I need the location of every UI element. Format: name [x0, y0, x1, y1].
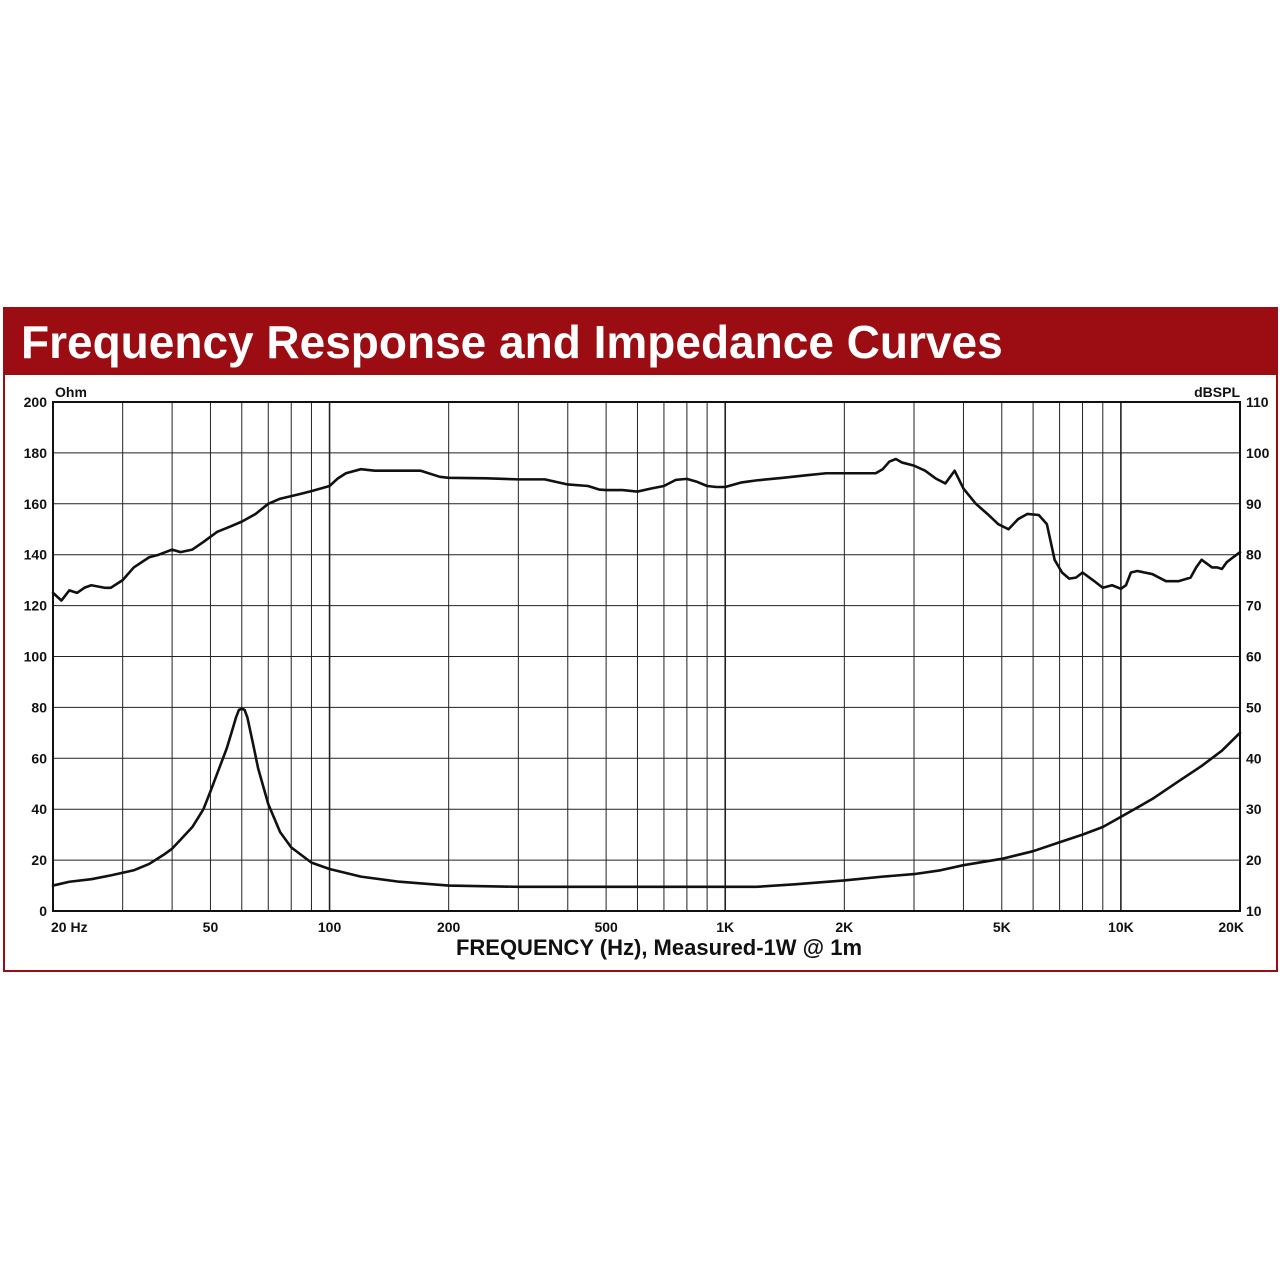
left-tick-label: 100 [24, 649, 48, 665]
x-tick-label: 10K [1108, 919, 1134, 935]
impedance-curve [51, 707, 1242, 889]
x-tick-label: 20 Hz [51, 919, 88, 935]
right-axis-unit: dBSPL [1194, 384, 1240, 400]
left-tick-label: 80 [31, 699, 47, 715]
frequency-response-curve [51, 457, 1242, 602]
title-bar: Frequency Response and Impedance Curves [5, 309, 1276, 375]
right-tick-label: 30 [1246, 801, 1262, 817]
chart-title: Frequency Response and Impedance Curves [21, 316, 1003, 368]
right-tick-label: 40 [1246, 750, 1262, 766]
left-tick-label: 60 [31, 750, 47, 766]
x-tick-label: 20K [1218, 919, 1244, 935]
right-tick-label: 50 [1246, 699, 1262, 715]
left-axis-unit: Ohm [55, 384, 87, 400]
right-tick-label: 20 [1246, 852, 1262, 868]
x-tick-label: 500 [594, 919, 618, 935]
right-tick-label: 10 [1246, 903, 1262, 919]
x-tick-label: 100 [318, 919, 342, 935]
x-tick-label: 50 [203, 919, 219, 935]
x-tick-label: 5K [993, 919, 1011, 935]
right-tick-label: 90 [1246, 496, 1262, 512]
left-tick-label: 40 [31, 801, 47, 817]
left-tick-label: 140 [24, 547, 48, 563]
right-tick-label: 110 [1246, 394, 1269, 410]
x-tick-label: 200 [437, 919, 461, 935]
right-tick-label: 70 [1246, 598, 1262, 614]
left-tick-label: 180 [24, 445, 48, 461]
right-tick-label: 80 [1246, 547, 1262, 563]
left-tick-label: 120 [24, 598, 48, 614]
plot-border [52, 401, 1241, 912]
x-axis-label: FREQUENCY (Hz), Measured-1W @ 1m [456, 935, 862, 960]
left-tick-label: 160 [24, 496, 48, 512]
label-layer: Ohm dBSPL FREQUENCY (Hz), Measured-1W @ … [24, 384, 1270, 960]
x-tick-label: 2K [835, 919, 853, 935]
grid-layer [52, 401, 1241, 912]
left-tick-label: 0 [39, 903, 47, 919]
right-tick-label: 60 [1246, 649, 1262, 665]
right-tick-label: 100 [1246, 445, 1270, 461]
left-tick-label: 20 [31, 852, 47, 868]
frequency-response-impedance-chart: Ohm dBSPL FREQUENCY (Hz), Measured-1W @ … [24, 384, 1270, 960]
curve-layer [51, 457, 1242, 889]
left-tick-label: 200 [24, 394, 48, 410]
x-tick-label: 1K [716, 919, 734, 935]
chart-frame: Frequency Response and Impedance Curves … [3, 307, 1278, 972]
